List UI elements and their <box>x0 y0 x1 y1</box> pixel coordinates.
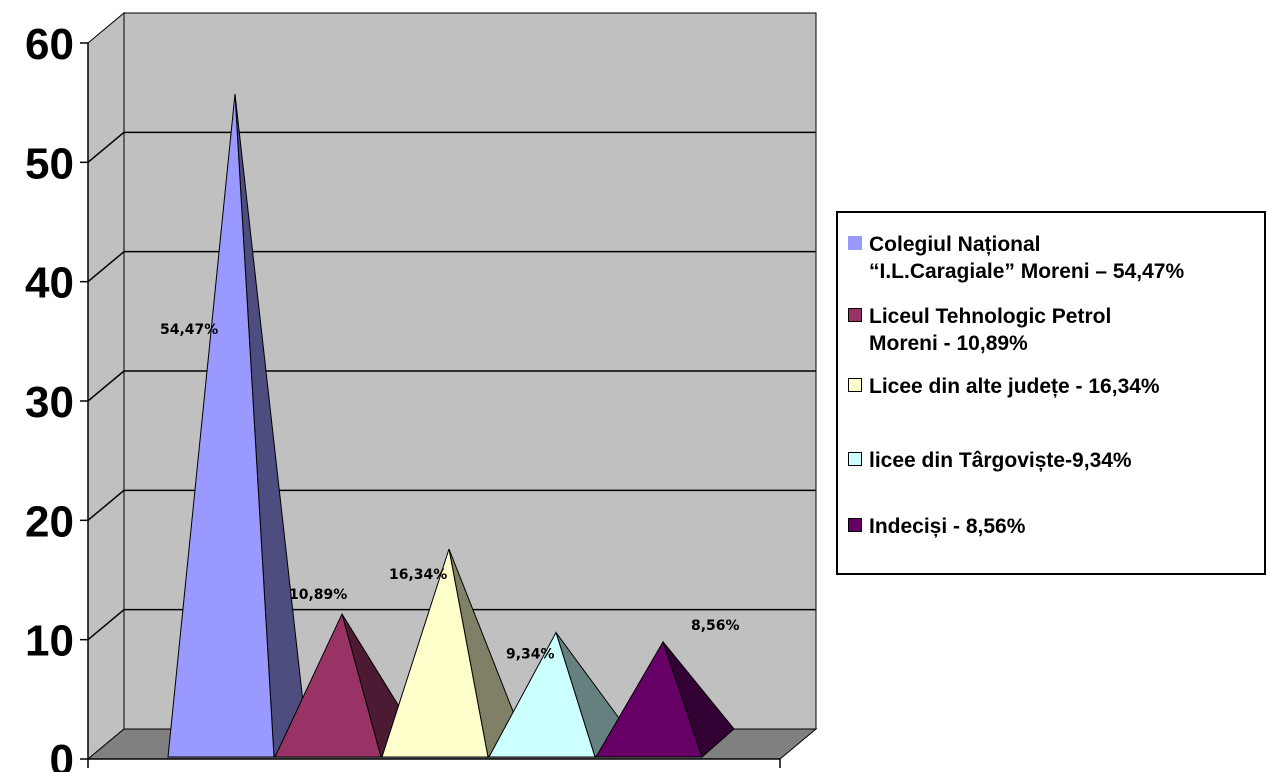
legend-swatch <box>848 378 862 392</box>
legend-item-liceul-tehnologic: Liceul Tehnologic Petrol Moreni - 10,89% <box>848 303 1111 357</box>
legend-swatch <box>848 308 862 322</box>
data-label: 9,34% <box>506 647 555 663</box>
legend-label: licee din Târgoviște-9,34% <box>869 449 1132 472</box>
legend-label: Liceul Tehnologic Petrol Moreni - 10,89% <box>869 305 1112 355</box>
y-tick-label: 50 <box>25 139 74 188</box>
legend: Colegiul Național “I.L.Caragiale” Moreni… <box>836 211 1266 575</box>
bar <box>167 93 307 759</box>
y-tick-label: 20 <box>25 497 74 546</box>
gridline-side <box>87 131 125 163</box>
y-tick-label: 40 <box>25 259 74 308</box>
legend-item-colegiul: Colegiul Național “I.L.Caragiale” Moreni… <box>848 231 1184 285</box>
legend-swatch <box>848 452 862 466</box>
gridline-side <box>87 370 125 402</box>
y-tick-label: 30 <box>25 378 74 427</box>
y-tick-label: 10 <box>25 617 74 666</box>
legend-label: Licee din alte județe - 16,34% <box>869 375 1160 398</box>
y-tick-label: 60 <box>25 20 74 69</box>
bar-front-face <box>381 548 489 758</box>
y-tick-label: 0 <box>50 736 74 772</box>
legend-item-indecisi: Indeciși - 8,56% <box>848 513 1025 540</box>
gridline-side <box>87 609 125 641</box>
legend-item-targoviste: licee din Târgoviște-9,34% <box>848 447 1132 474</box>
data-label: 10,89% <box>289 587 347 603</box>
legend-label: Colegiul Național “I.L.Caragiale” Moreni… <box>869 233 1185 283</box>
bar <box>488 631 628 758</box>
gridline-side <box>87 489 125 521</box>
legend-swatch <box>848 518 862 532</box>
bar-front-face <box>274 612 382 758</box>
bar-front-face <box>488 631 596 758</box>
data-label: 54,47% <box>160 322 218 338</box>
gridline-side <box>87 251 125 283</box>
bar-front-face <box>595 640 703 758</box>
legend-item-alte-judete: Licee din alte județe - 16,34% <box>848 373 1160 400</box>
data-label: 16,34% <box>389 567 447 583</box>
data-label: 8,56% <box>691 618 740 634</box>
legend-label: Indeciși - 8,56% <box>869 515 1026 538</box>
data-labels: 54,47% 10,89% 16,34% 9,34% 8,56% <box>160 322 740 663</box>
bars <box>167 93 735 759</box>
value-axis: 0 10 20 30 40 50 60 <box>25 20 781 772</box>
bar-front-face <box>167 93 275 758</box>
legend-swatch <box>848 236 862 250</box>
bar <box>595 640 735 758</box>
